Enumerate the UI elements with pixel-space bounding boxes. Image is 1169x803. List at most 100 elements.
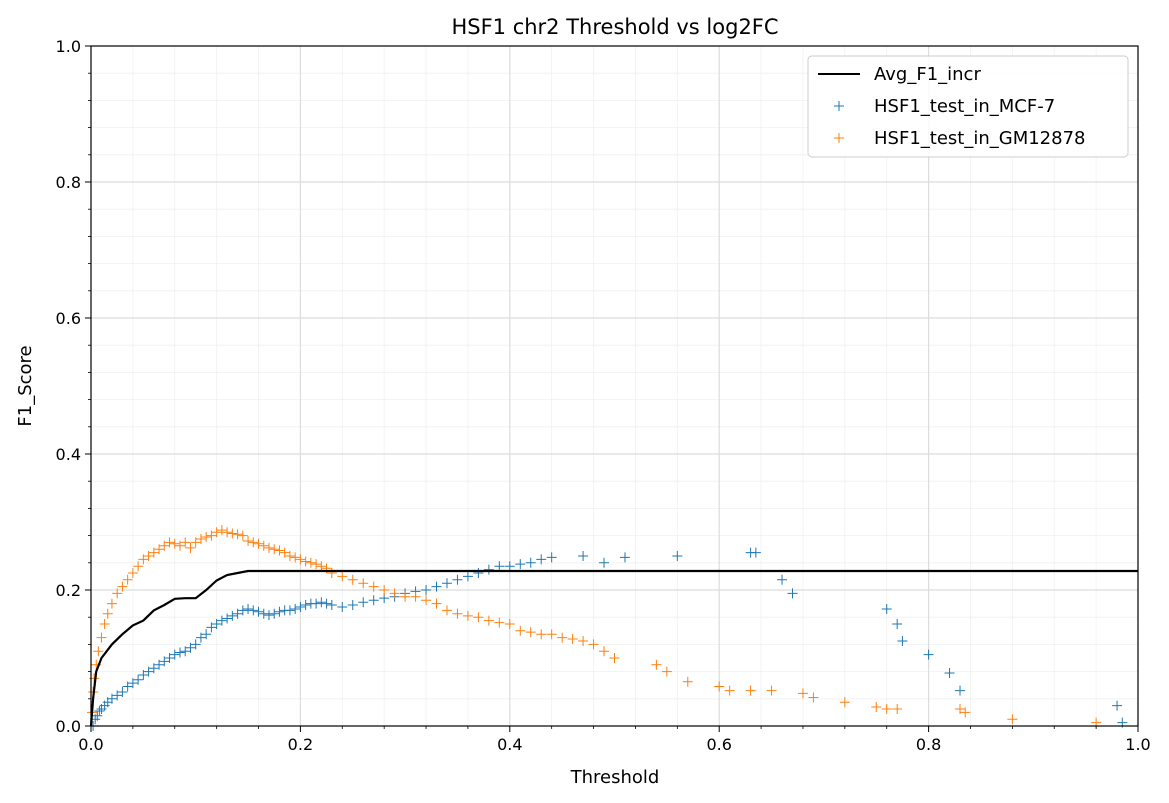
data-point	[174, 540, 185, 551]
legend-label-gm12878: HSF1_test_in_GM12878	[874, 128, 1085, 149]
data-point	[180, 537, 191, 548]
data-point	[358, 597, 369, 608]
y-axis-label: F1_Score	[15, 345, 36, 426]
data-point	[243, 604, 254, 615]
plot-frame	[90, 45, 1139, 727]
data-point	[326, 599, 337, 610]
data-point	[190, 537, 201, 548]
legend-label-mcf7: HSF1_test_in_MCF-7	[874, 96, 1055, 117]
data-point	[400, 591, 411, 602]
data-point	[274, 545, 285, 556]
legend-box	[807, 55, 1129, 158]
data-point	[483, 564, 494, 575]
x-tick-label: 1.0	[1125, 735, 1150, 754]
legend: Avg_F1_incr HSF1_test_in_MCF-7 HSF1_test…	[807, 55, 1129, 158]
data-point	[724, 685, 735, 696]
data-point	[94, 706, 105, 717]
data-point	[1112, 700, 1123, 711]
data-point	[452, 608, 463, 619]
series-line-avg-f1-incr	[89, 569, 1138, 727]
data-point	[462, 571, 473, 582]
data-point	[651, 659, 662, 670]
data-point	[99, 619, 110, 629]
legend-swatch-gm12878	[834, 133, 844, 143]
x-tick-label: 0.2	[288, 735, 313, 754]
data-point	[473, 568, 484, 578]
data-point	[347, 599, 358, 610]
data-point	[515, 625, 526, 636]
data-point	[269, 608, 280, 619]
data-point	[290, 604, 301, 615]
x-axis-label: Threshold	[570, 767, 660, 788]
legend-swatch-mcf7	[834, 101, 844, 111]
data-point	[923, 649, 934, 660]
data-point	[211, 527, 222, 538]
data-point	[305, 557, 316, 568]
data-point	[944, 667, 955, 678]
data-point	[787, 588, 798, 599]
y-tick-label: 0.0	[56, 717, 81, 736]
data-point	[316, 561, 327, 572]
data-point	[154, 659, 165, 670]
data-point	[227, 528, 238, 539]
x-tick-label: 0.6	[706, 735, 731, 754]
data-point	[148, 547, 159, 558]
data-point	[504, 561, 515, 572]
data-point	[337, 602, 348, 612]
data-point	[133, 674, 144, 685]
data-point	[321, 598, 332, 609]
data-point	[619, 552, 630, 563]
data-point	[311, 559, 322, 570]
data-point	[133, 561, 144, 572]
data-point	[483, 615, 494, 626]
data-point	[174, 647, 185, 658]
y-tick-label: 1.0	[56, 37, 81, 56]
x-tick-label: 0.0	[78, 735, 103, 754]
data-point	[300, 556, 311, 567]
data-point	[290, 552, 301, 563]
data-point	[102, 608, 113, 619]
data-point	[379, 585, 390, 595]
data-point	[316, 597, 327, 608]
data-point	[222, 527, 233, 538]
data-point	[154, 544, 165, 555]
data-point	[431, 598, 442, 609]
data-point	[258, 608, 269, 619]
data-point	[138, 670, 149, 680]
data-point	[750, 547, 761, 558]
y-tick-label: 0.4	[56, 445, 81, 464]
data-point	[96, 632, 107, 643]
data-point	[253, 606, 264, 617]
x-tick-label: 0.8	[916, 735, 941, 754]
data-point	[515, 559, 526, 570]
data-point	[164, 537, 175, 548]
data-point	[525, 557, 536, 568]
data-point	[1007, 714, 1018, 725]
data-point	[248, 537, 259, 548]
data-point	[127, 568, 138, 578]
data-point	[557, 632, 568, 643]
data-point	[237, 605, 248, 616]
data-point	[389, 588, 400, 599]
data-point	[881, 604, 892, 615]
data-point	[279, 547, 290, 558]
data-point	[368, 581, 379, 592]
data-point	[567, 633, 578, 644]
data-point	[714, 681, 725, 692]
data-point	[263, 542, 274, 553]
data-point	[311, 598, 322, 609]
data-point	[93, 646, 104, 657]
y-tick-label: 0.6	[56, 309, 81, 328]
data-point	[326, 568, 337, 578]
data-point	[452, 574, 463, 585]
data-point	[216, 525, 227, 536]
data-point	[599, 557, 610, 568]
data-point	[127, 678, 138, 689]
data-point	[955, 685, 966, 696]
data-point	[473, 612, 484, 623]
legend-label-avg-f1-incr: Avg_F1_incr	[874, 64, 981, 85]
data-point	[195, 632, 206, 643]
data-point	[494, 617, 505, 628]
data-point	[839, 697, 850, 708]
